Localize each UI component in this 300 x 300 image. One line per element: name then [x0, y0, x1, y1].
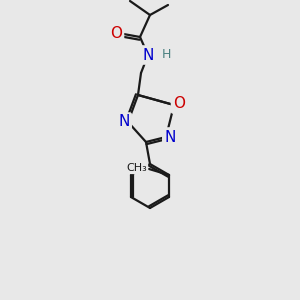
Text: H: H [161, 49, 171, 62]
Text: O: O [110, 26, 122, 40]
Text: CH₃: CH₃ [126, 163, 147, 173]
Text: N: N [118, 115, 130, 130]
Text: N: N [142, 47, 154, 62]
Text: O: O [173, 97, 185, 112]
Text: N: N [164, 130, 176, 145]
